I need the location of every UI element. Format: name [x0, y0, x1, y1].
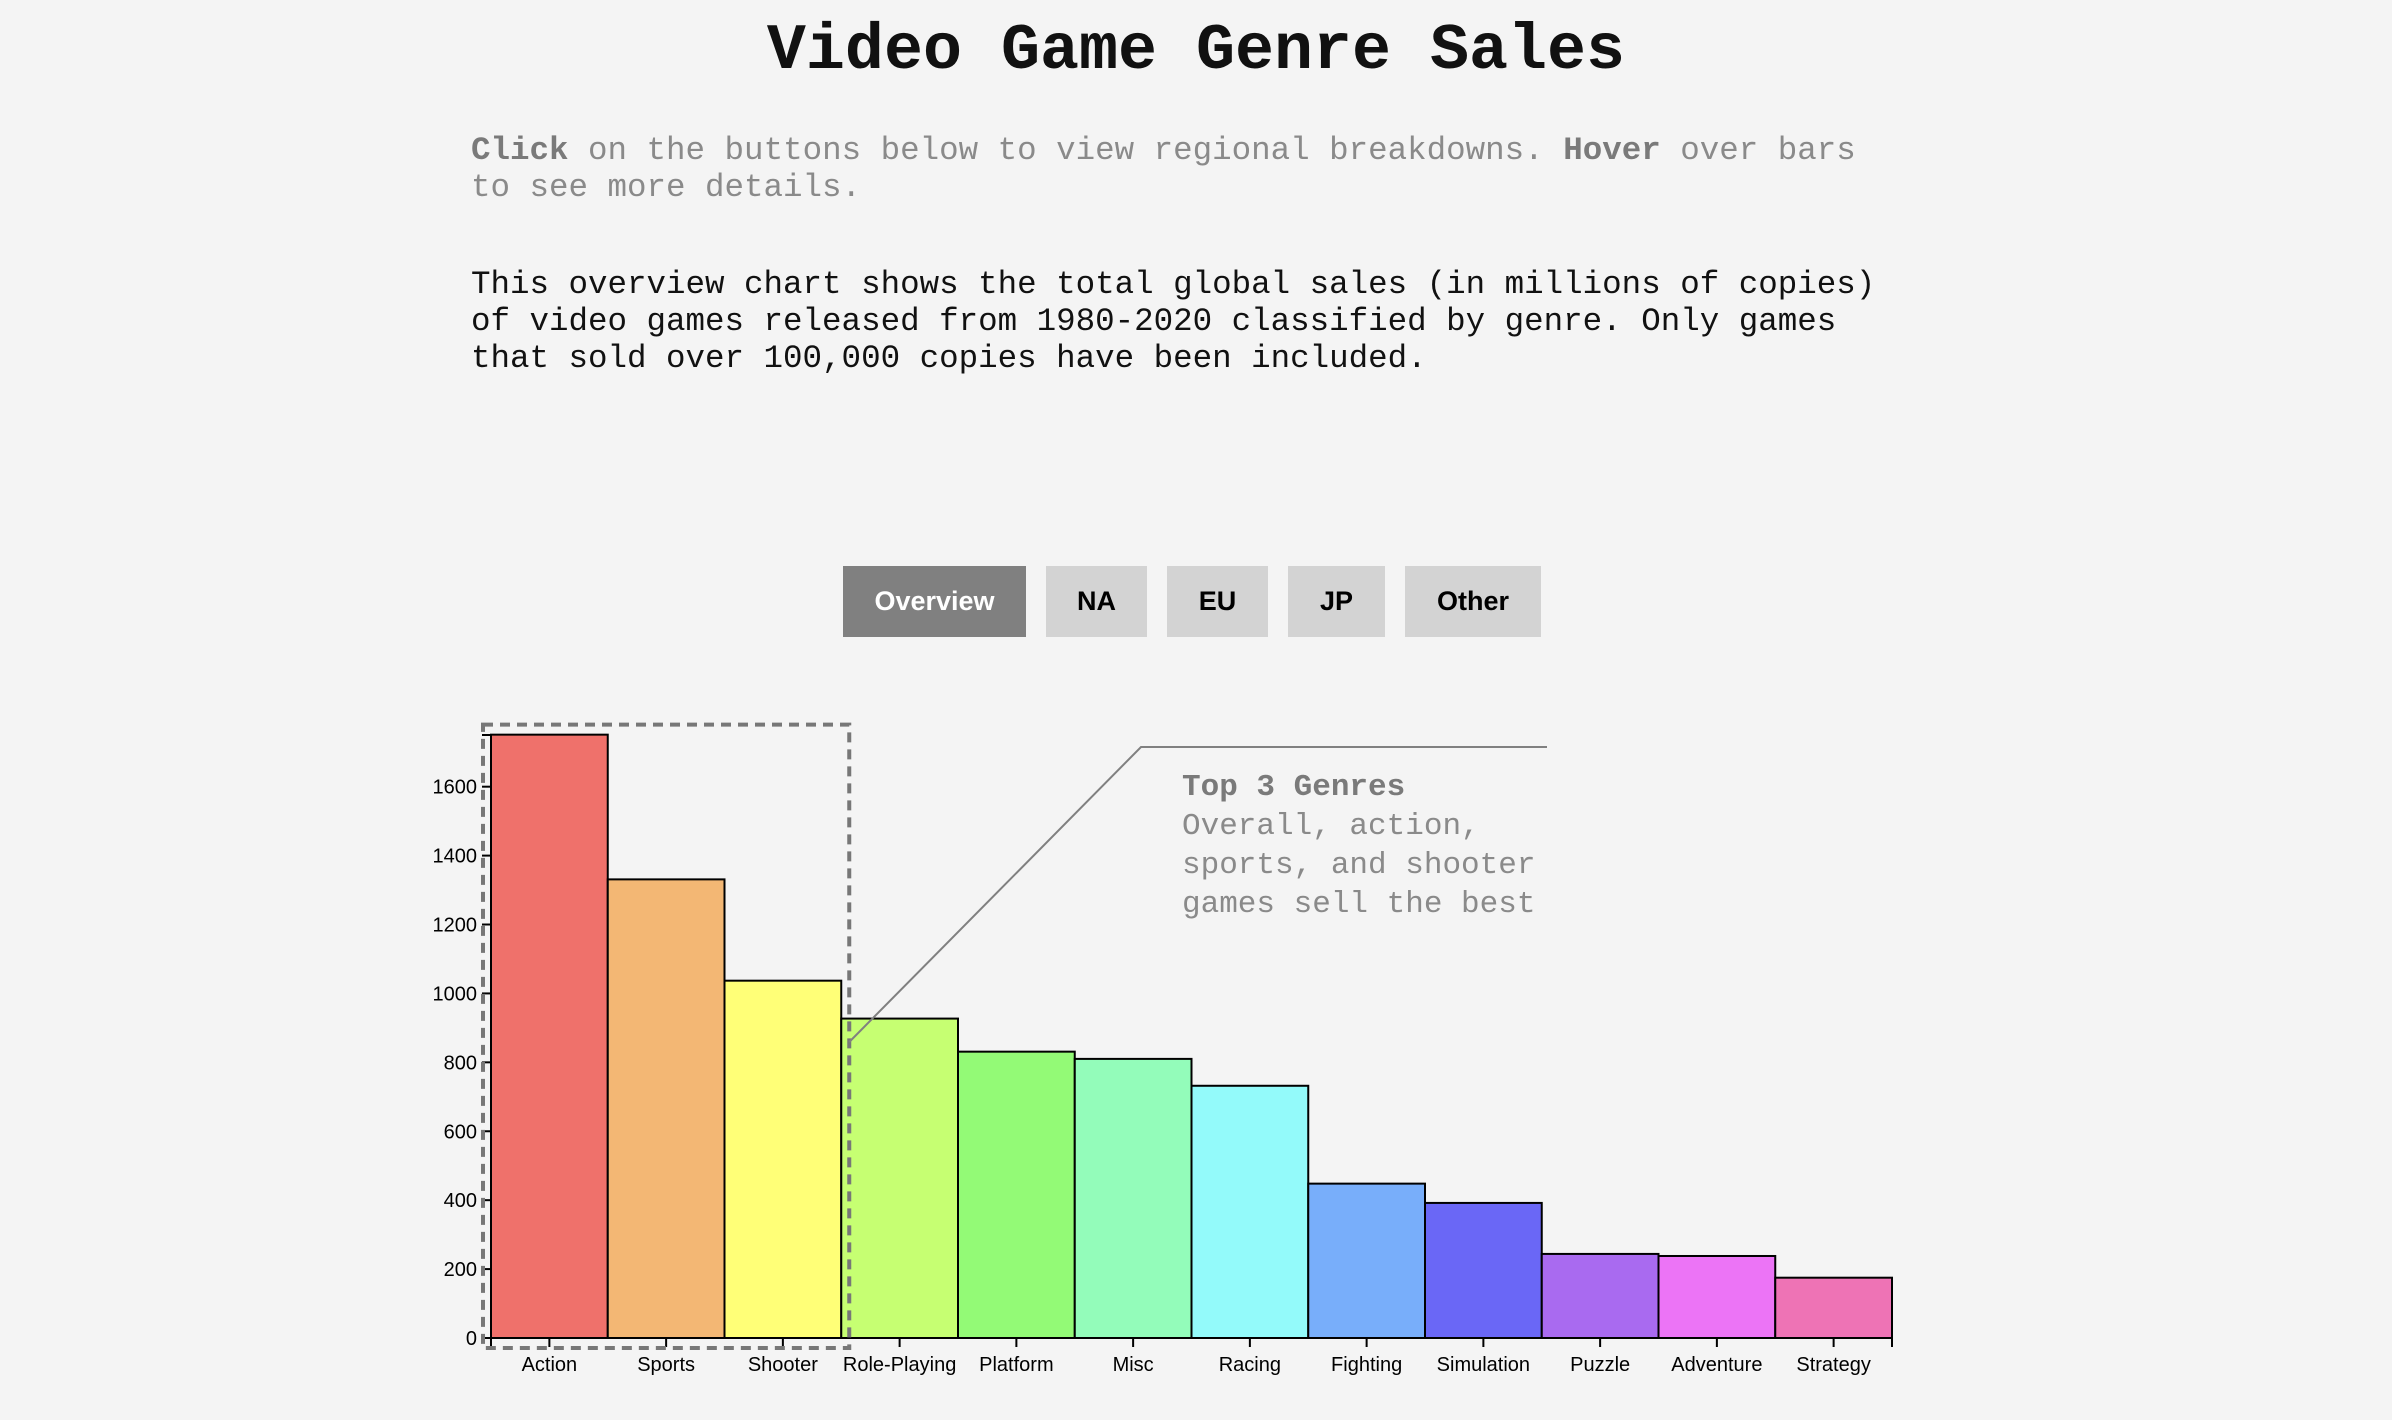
y-tick-label: 400: [444, 1190, 477, 1212]
bar-racing[interactable]: [1190, 1084, 1310, 1339]
x-tick-label: Platform: [979, 1354, 1053, 1376]
x-tick-label: Puzzle: [1570, 1354, 1630, 1376]
x-tick-label: Action: [522, 1354, 578, 1376]
x-tick-label: Adventure: [1671, 1354, 1762, 1376]
bar-strategy[interactable]: [1774, 1276, 1893, 1339]
click-keyword: Click: [471, 132, 569, 169]
x-axis-line: [490, 1337, 1893, 1347]
click-instruction: on the buttons below to view regional br…: [568, 132, 1564, 169]
x-tick-label: Strategy: [1796, 1354, 1870, 1376]
x-tick-label: Fighting: [1331, 1354, 1402, 1376]
instructions-text: Click on the buttons below to view regio…: [471, 132, 1911, 206]
hover-keyword: Hover: [1563, 132, 1661, 169]
x-tick-label: Sports: [637, 1354, 695, 1376]
annotation-line: games sell the best: [1182, 887, 1535, 922]
y-tick-label: 1400: [433, 846, 478, 868]
x-axis: Action Sports Shooter Role-Playing Platform M…: [490, 1337, 1893, 1376]
chart-description: This overview chart shows the total glob…: [471, 266, 1876, 377]
bar-adventure[interactable]: [1657, 1254, 1777, 1339]
bar-misc[interactable]: [1073, 1057, 1193, 1339]
na-button[interactable]: NA: [1046, 566, 1147, 637]
x-tick-label: Racing: [1219, 1354, 1281, 1376]
bar-action[interactable]: [490, 733, 609, 1339]
overview-button[interactable]: Overview: [843, 566, 1026, 637]
x-tick-label: Role-Playing: [843, 1354, 956, 1376]
bar-role-playing[interactable]: [840, 1017, 959, 1339]
other-button[interactable]: Other: [1405, 566, 1541, 637]
page-title: Video Game Genre Sales: [766, 14, 1626, 88]
annotation-connector: [848, 746, 1547, 1043]
y-tick-label: 1000: [433, 983, 478, 1005]
bar-platform[interactable]: [957, 1050, 1076, 1339]
bar-simulation[interactable]: [1424, 1201, 1543, 1339]
annotation-line: sports, and shooter: [1182, 848, 1535, 883]
annotation-line: Overall, action,: [1182, 809, 1480, 844]
y-tick-label: 1600: [433, 777, 478, 799]
region-button-bar: Overview NA EU JP Other: [843, 566, 1541, 637]
x-tick-label: Misc: [1113, 1354, 1154, 1376]
eu-button[interactable]: EU: [1167, 566, 1268, 637]
y-tick-label: 0: [466, 1328, 477, 1350]
bar-puzzle[interactable]: [1540, 1252, 1660, 1339]
top3-highlight-box: [481, 722, 852, 1350]
bar-shooter[interactable]: [723, 979, 843, 1339]
jp-button[interactable]: JP: [1288, 566, 1385, 637]
y-tick-label: 800: [444, 1052, 477, 1074]
y-tick-label: 1200: [433, 915, 478, 937]
x-tick-label: Simulation: [1437, 1354, 1530, 1376]
y-tick-label: 600: [444, 1121, 477, 1143]
bars-layer: [490, 733, 1893, 1339]
bar-sports[interactable]: [606, 878, 726, 1339]
bar-fighting[interactable]: [1307, 1182, 1426, 1339]
x-tick-label: Shooter: [748, 1354, 818, 1376]
annotation-title: Top 3 Genres: [1182, 770, 1405, 805]
hover-instruction: over bars to see more details.: [471, 132, 1856, 206]
y-tick-label: 200: [444, 1259, 477, 1281]
